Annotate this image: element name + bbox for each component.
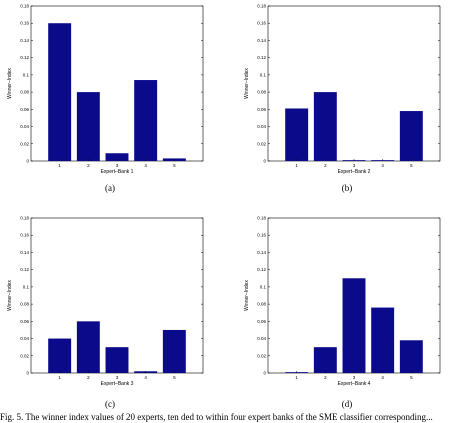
bar-chart-b: 0 0.02 0.04 0.06 0.08 0.1 0.12 0.14 0.16 0.18 1 2 3 4… <box>244 4 441 175</box>
y-tick-label: 0.14 <box>20 38 29 43</box>
y-tick-label: 0.06 <box>20 107 29 112</box>
x-tick-label: 4 <box>381 163 384 168</box>
bar-4 <box>134 80 158 161</box>
bar-3 <box>105 153 129 161</box>
x-tick-label: 2 <box>324 163 327 168</box>
x-tick-label: 3 <box>116 163 119 168</box>
y-tick-label: 0 <box>26 159 29 164</box>
y-tick-label: 0.08 <box>257 302 266 307</box>
x-tick-label: 5 <box>410 163 413 168</box>
chart-panel-d: 0 0.02 0.04 0.06 0.08 0.1 0.12 0.14 0.16 0.18 1 2 3 4… <box>237 212 474 412</box>
bar-chart-c: 0 0.02 0.04 0.06 0.08 0.1 0.12 0.14 0.16 0.18 1 2 3 4… <box>7 216 204 387</box>
y-tick-label: 0.16 <box>20 233 29 238</box>
bar-1 <box>48 338 72 373</box>
y-tick-label: 0.04 <box>20 124 29 129</box>
bar-1 <box>285 108 309 161</box>
bar-chart-a: 0 0.02 0.04 0.06 0.08 0.1 0.12 0.14 0.16 0.18 1 2 3 4… <box>7 4 204 175</box>
y-tick-label: 0.1 <box>23 72 30 77</box>
y-tick-label: 0 <box>263 371 266 376</box>
x-tick-label: 1 <box>58 375 61 380</box>
y-tick-label: 0.06 <box>257 107 266 112</box>
chart-panel-b: 0 0.02 0.04 0.06 0.08 0.1 0.12 0.14 0.16 0.18 1 2 3 4… <box>237 0 474 200</box>
x-tick-label: 3 <box>116 375 119 380</box>
x-tick-label: 5 <box>173 375 176 380</box>
x-tick-label: 3 <box>353 375 356 380</box>
y-tick-label: 0.02 <box>20 353 29 358</box>
bar-5 <box>399 111 423 161</box>
y-tick-label: 0.06 <box>257 319 266 324</box>
y-tick-label: 0.02 <box>257 353 266 358</box>
chart-panel-c: 0 0.02 0.04 0.06 0.08 0.1 0.12 0.14 0.16 0.18 1 2 3 4… <box>0 212 237 412</box>
bar-1 <box>48 23 72 161</box>
x-axis-label: Expert–Bank 2 <box>338 169 371 175</box>
x-tick-label: 2 <box>324 375 327 380</box>
bar-2 <box>313 92 337 161</box>
x-axis-label: Expert–Bank 3 <box>101 381 134 387</box>
y-tick-label: 0.16 <box>20 21 29 26</box>
y-tick-label: 0 <box>263 159 266 164</box>
y-tick-label: 0.08 <box>20 90 29 95</box>
y-tick-label: 0.12 <box>20 55 29 60</box>
y-tick-label: 0.14 <box>257 38 266 43</box>
y-tick-label: 0.02 <box>20 141 29 146</box>
bar-3 <box>342 278 366 373</box>
x-tick-label: 4 <box>144 375 147 380</box>
bar-4 <box>371 307 395 373</box>
y-tick-label: 0.04 <box>257 124 266 129</box>
bar-2 <box>76 321 100 373</box>
y-tick-label: 0.14 <box>20 250 29 255</box>
y-tick-label: 0.04 <box>257 336 266 341</box>
y-tick-label: 0.16 <box>257 21 266 26</box>
caption-d: (d) <box>341 399 353 409</box>
chart-panel-a: 0 0.02 0.04 0.06 0.08 0.1 0.12 0.14 0.16 0.18 1 2 3 4… <box>0 0 237 200</box>
x-tick-label: 4 <box>381 375 384 380</box>
bar-chart-d: 0 0.02 0.04 0.06 0.08 0.1 0.12 0.14 0.16 0.18 1 2 3 4… <box>244 216 441 387</box>
caption-b: (b) <box>341 183 353 193</box>
y-tick-label: 0.16 <box>257 233 266 238</box>
y-tick-label: 0.12 <box>257 55 266 60</box>
y-tick-label: 0.18 <box>20 216 29 221</box>
bar-5 <box>162 329 186 373</box>
x-axis-label: Expert–Bank 4 <box>338 381 371 387</box>
x-axis-label: Expert–Bank 1 <box>101 169 134 175</box>
y-axis-label: Winner–Index <box>244 68 250 99</box>
y-tick-label: 0.18 <box>257 216 266 221</box>
y-tick-label: 0.08 <box>20 302 29 307</box>
y-tick-label: 0.06 <box>20 319 29 324</box>
x-tick-label: 2 <box>87 375 90 380</box>
bar-2 <box>313 347 337 373</box>
x-tick-label: 1 <box>295 375 298 380</box>
bar-5 <box>399 340 423 373</box>
y-tick-label: 0.1 <box>260 284 267 289</box>
caption-a: (a) <box>105 183 115 193</box>
y-tick-label: 0.18 <box>257 4 266 9</box>
y-tick-label: 0.14 <box>257 250 266 255</box>
y-axis-label: Winner–Index <box>244 280 250 311</box>
y-axis-label: Winner–Index <box>7 68 13 99</box>
y-tick-label: 0.04 <box>20 336 29 341</box>
bar-3 <box>105 347 129 373</box>
x-tick-label: 5 <box>410 375 413 380</box>
figure-caption-text: Fig. 5. The winner index values of 20 ex… <box>0 412 433 422</box>
y-tick-label: 0.1 <box>260 72 267 77</box>
x-tick-label: 1 <box>295 163 298 168</box>
caption-c: (c) <box>105 399 115 409</box>
y-tick-label: 0.1 <box>23 284 30 289</box>
y-axis-label: Winner–Index <box>7 280 13 311</box>
y-tick-label: 0.02 <box>257 141 266 146</box>
y-tick-label: 0.12 <box>20 267 29 272</box>
y-tick-label: 0.18 <box>20 4 29 9</box>
bar-2 <box>76 92 100 161</box>
y-tick-label: 0.08 <box>257 90 266 95</box>
x-tick-label: 3 <box>353 163 356 168</box>
x-tick-label: 1 <box>58 163 61 168</box>
x-tick-label: 4 <box>144 163 147 168</box>
y-tick-label: 0.12 <box>257 267 266 272</box>
x-tick-label: 5 <box>173 163 176 168</box>
y-tick-label: 0 <box>26 371 29 376</box>
x-tick-label: 2 <box>87 163 90 168</box>
